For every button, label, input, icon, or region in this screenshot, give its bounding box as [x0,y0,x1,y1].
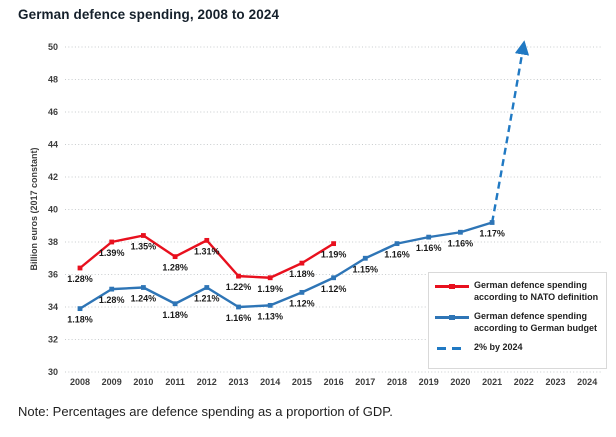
legend-entry-budget: German defence spending according to Ger… [435,311,602,334]
budget-series-point-label: 1.16% [416,243,442,253]
budget-series-point-label: 1.12% [321,284,347,294]
budget-series-line [79,221,493,310]
budget-series-marker [236,304,241,310]
x-tick-label: 2011 [165,377,185,387]
x-tick-label: 2017 [355,377,375,387]
budget-series-marker [141,285,146,290]
nato-series-marker [331,241,336,247]
nato-series-point-label: 1.28% [67,274,93,284]
x-tick-label: 2009 [102,377,122,387]
x-tick-label: 2018 [387,377,407,387]
budget-series-marker [77,306,83,312]
y-axis-title: Billion euros (2017 constant) [29,147,39,270]
y-tick-label: 38 [48,237,58,247]
x-tick-label: 2023 [545,377,565,387]
legend-label-nato: German defence spending according to NAT… [474,280,599,302]
x-tick-label: 2014 [260,377,280,387]
x-tick-label: 2019 [419,377,439,387]
projection-line-2pct-by-2024 [490,40,530,223]
budget-series-point-label: 1.24% [131,294,157,304]
budget-series-point-label: 1.18% [67,315,93,325]
x-tick-label: 2013 [228,377,248,387]
budget-series-point-label: 1.16% [384,250,410,260]
legend-entry-nato: German defence spending according to NAT… [435,280,602,303]
budget-series-marker [362,255,368,261]
budget-series-marker [458,229,463,235]
y-tick-label: 44 [48,140,58,150]
projection-dash-swatch-icon [435,343,469,353]
nato-series-point-label: 1.18% [289,269,315,279]
legend-box: German defence spending according to NAT… [428,272,607,369]
nato-series-marker [172,254,178,260]
budget-series-marker [109,286,115,292]
y-tick-label: 30 [48,367,58,377]
nato-series-marker [299,260,305,266]
nato-line-swatch-icon [435,281,469,291]
budget-series-point-label: 1.21% [194,294,220,304]
y-tick-label: 34 [48,302,58,312]
budget-series-point-label: 1.17% [479,229,505,239]
y-tick-label: 32 [48,335,58,345]
budget-series-marker [426,234,432,240]
legend-label-budget: German defence spending according to Ger… [474,311,598,333]
y-tick-label: 40 [48,205,58,215]
nato-series-point-label: 1.28% [162,263,188,273]
x-tick-label: 2012 [197,377,217,387]
y-tick-label: 42 [48,172,58,182]
y-tick-label: 48 [48,75,58,85]
x-tick-label: 2022 [514,377,534,387]
budget-series-marker [489,220,495,225]
y-tick-label: 46 [48,107,58,117]
budget-series-marker [331,275,336,281]
x-tick-label: 2010 [133,377,153,387]
budget-series-point-label: 1.12% [289,298,315,308]
budget-series-point-label: 1.28% [99,295,125,305]
budget-series-marker [299,289,305,295]
y-tick-label: 50 [48,42,58,52]
budget-series-point-label: 1.18% [162,310,188,320]
nato-series-point-label: 1.39% [99,248,125,258]
nato-series-marker [109,239,115,245]
footnote: Note: Percentages are defence spending a… [18,404,393,419]
nato-series-marker [267,275,273,281]
x-tick-label: 2021 [482,377,502,387]
plot-area: 30 32 34 36 38 40 42 44 46 48 50 2008 2009 2010 2011 20… [29,40,602,387]
nato-series-marker [236,273,241,279]
nato-series-point-label: 1.31% [194,246,220,256]
budget-series-point-label: 1.13% [257,311,283,321]
budget-series-point-label: 1.15% [353,264,379,274]
nato-series-marker [204,237,210,243]
budget-series-marker [172,301,178,307]
chart-title: German defence spending, 2008 to 2024 [18,7,280,22]
nato-series-marker [77,265,83,271]
x-tick-label: 2015 [292,377,312,387]
budget-series-point-label: 1.16% [448,238,474,248]
y-tick-label: 36 [48,270,58,280]
x-tick-label: 2008 [70,377,90,387]
nato-series-point-label: 1.19% [257,284,283,294]
budget-line-swatch-icon [435,312,469,322]
budget-series-point-label: 1.16% [226,313,252,323]
nato-series-point-label: 1.19% [321,250,347,260]
x-tick-label: 2024 [577,377,597,387]
x-tick-label: 2020 [450,377,470,387]
budget-series-marker [394,241,400,247]
nato-series-point-label: 1.22% [226,282,252,292]
legend-label-projection: 2% by 2024 [474,342,523,352]
legend-entry-projection: 2% by 2024 [435,342,602,354]
nato-series-marker [141,233,146,238]
budget-series-marker [204,285,210,290]
x-tick-label: 2016 [324,377,344,387]
budget-series-marker [267,302,273,308]
nato-series-point-label: 1.35% [131,242,157,252]
